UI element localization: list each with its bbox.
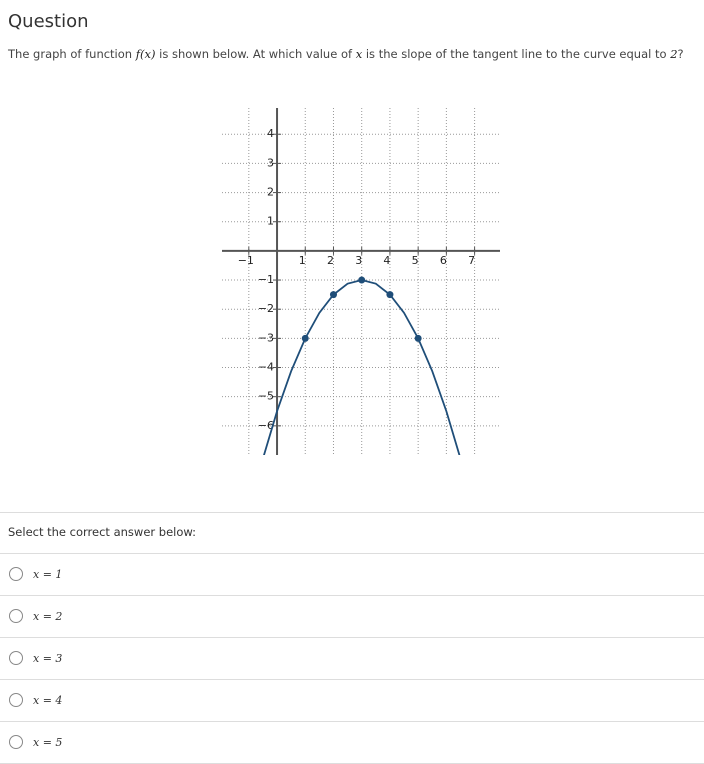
x-tick-label: 6 <box>440 254 447 267</box>
separator <box>0 595 704 596</box>
y-tick-label: −3 <box>258 331 274 344</box>
option-label[interactable]: x = 5 <box>33 736 63 749</box>
math: 2 <box>670 47 678 61</box>
x-tick-label: 7 <box>468 254 475 267</box>
y-tick-label: 4 <box>267 127 274 140</box>
point <box>414 334 422 342</box>
y-tick-label: −4 <box>258 361 274 374</box>
math: x <box>355 47 363 61</box>
option-label[interactable]: x = 4 <box>33 694 63 707</box>
option-label[interactable]: x = 1 <box>33 568 63 581</box>
radio-button[interactable] <box>9 567 23 581</box>
y-tick-label: −1 <box>258 273 274 286</box>
separator <box>0 637 704 638</box>
radio-button[interactable] <box>9 693 23 707</box>
point <box>329 291 337 299</box>
separator <box>0 553 704 554</box>
separator <box>0 512 704 513</box>
y-tick-label: 1 <box>267 215 274 228</box>
y-tick-label: 2 <box>267 186 274 199</box>
separator <box>0 721 704 722</box>
y-tick-label: 3 <box>267 156 274 169</box>
prompt-text: is shown below. At which value of <box>155 47 356 61</box>
prompt-text: ? <box>677 47 684 61</box>
title: Question <box>8 11 89 32</box>
prompt-text: The graph of function <box>8 47 136 61</box>
y-tick-label: −2 <box>258 302 274 315</box>
x-tick-label: 1 <box>299 254 306 267</box>
instruction: Select the correct answer below: <box>8 525 197 539</box>
point <box>358 276 366 284</box>
point <box>301 334 309 342</box>
plot <box>263 276 461 455</box>
math: f(x) <box>135 47 156 61</box>
x-tick-label: 5 <box>412 254 419 267</box>
radio-button[interactable] <box>9 735 23 749</box>
prompt-text: is the slope of the tangent line to the … <box>362 47 671 61</box>
point <box>386 291 394 299</box>
option-label[interactable]: x = 2 <box>33 610 63 623</box>
prompt: The graph of function f(x) is shown belo… <box>8 47 684 61</box>
option-label[interactable]: x = 3 <box>33 652 63 665</box>
radio-button[interactable] <box>9 651 23 665</box>
x-tick-label: 3 <box>355 254 362 267</box>
x-tick-label: 2 <box>327 254 334 267</box>
separator <box>0 679 704 680</box>
x-tick-label: −1 <box>238 254 254 267</box>
graph: −1 1 2 3 4 5 6 7 4 3 2 1 −1 −2 −3 −4 −5 −6 <box>222 108 500 455</box>
y-tick-label: −6 <box>258 419 274 432</box>
y-tick-label: −5 <box>258 390 274 403</box>
radio-button[interactable] <box>9 609 23 623</box>
x-tick-label: 4 <box>383 254 390 267</box>
